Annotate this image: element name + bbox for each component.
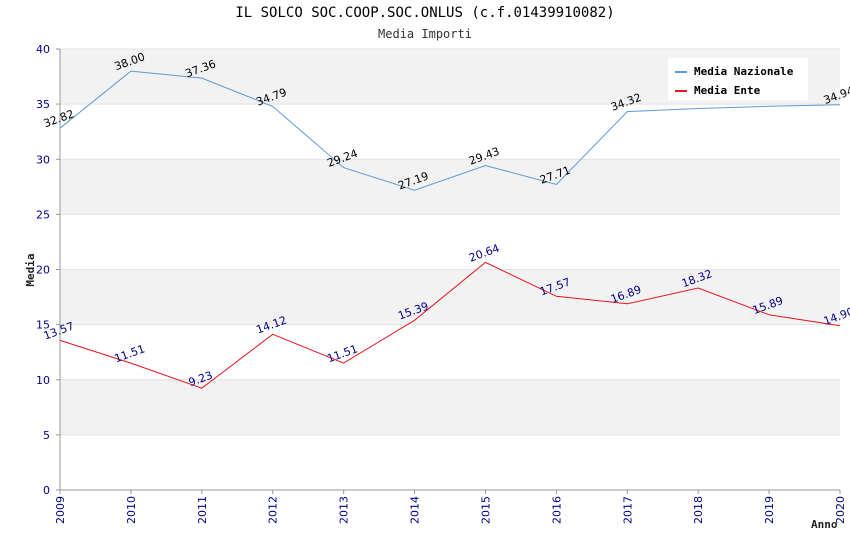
x-tick-label: 2020 bbox=[834, 496, 847, 524]
chart-title: IL SOLCO SOC.COOP.SOC.ONLUS (c.f.0143991… bbox=[235, 5, 615, 21]
x-tick-label: 2018 bbox=[692, 496, 705, 524]
y-tick-label: 30 bbox=[36, 153, 50, 166]
y-tick-label: 25 bbox=[36, 208, 50, 221]
x-tick-label: 2009 bbox=[54, 496, 67, 524]
x-tick-label: 2019 bbox=[763, 496, 776, 524]
x-tick-label: 2015 bbox=[479, 496, 492, 524]
grid-band bbox=[60, 104, 840, 160]
x-tick-label: 2013 bbox=[338, 496, 351, 524]
series-line-ente bbox=[59, 261, 841, 389]
series-line-nazionale bbox=[59, 70, 841, 191]
grid-band bbox=[60, 269, 840, 325]
grid-band bbox=[60, 159, 840, 215]
y-tick-label: 10 bbox=[36, 374, 50, 387]
x-axis-label: Anno bbox=[811, 518, 838, 531]
y-tick-label: 40 bbox=[36, 43, 50, 56]
grid-band bbox=[60, 214, 840, 270]
legend-label-ente: Media Ente bbox=[694, 84, 761, 97]
x-tick-label: 2011 bbox=[196, 496, 209, 524]
grid-band bbox=[60, 434, 840, 490]
x-tick-label: 2014 bbox=[409, 496, 422, 524]
y-tick-label: 35 bbox=[36, 98, 50, 111]
y-tick-label: 20 bbox=[36, 264, 50, 277]
x-tick-label: 2016 bbox=[550, 496, 563, 524]
x-tick-label: 2010 bbox=[125, 496, 138, 524]
chart-subtitle: Media Importi bbox=[378, 27, 472, 41]
legend-label-nazionale: Media Nazionale bbox=[694, 65, 794, 78]
legend: Media Nazionale Media Ente bbox=[668, 58, 808, 100]
y-tick-label: 15 bbox=[36, 319, 50, 332]
y-axis-label: Media bbox=[24, 253, 37, 286]
x-tick-label: 2012 bbox=[267, 496, 280, 524]
x-tick-label: 2017 bbox=[621, 496, 634, 524]
y-tick-label: 5 bbox=[43, 429, 50, 442]
grid-band bbox=[60, 379, 840, 435]
grid-band bbox=[60, 324, 840, 380]
y-tick-label: 0 bbox=[43, 484, 50, 497]
